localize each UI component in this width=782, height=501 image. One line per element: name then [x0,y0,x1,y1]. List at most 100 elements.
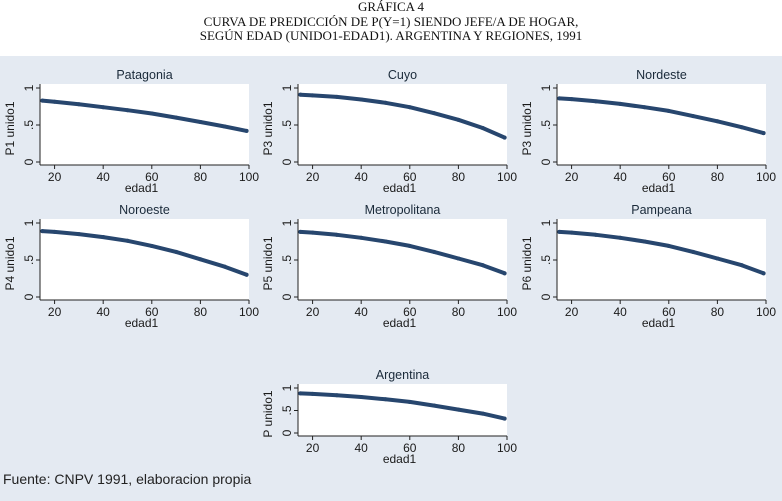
data-point [715,119,720,124]
chart-panel: Pampeana 0 .5 1 20 40 60 80 100 edad1 P6 unido1 [520,203,776,330]
data-point [407,243,412,248]
x-tick-label: 100 [497,170,517,184]
data-point [642,239,647,244]
data-point [310,391,315,396]
data-point [502,135,507,140]
data-point [359,235,364,240]
figure-title-line-1: CURVA DE PREDICCIÓN DE P(Y=1) SIENDO JEF… [203,13,579,29]
data-point [359,395,364,399]
data-point [593,99,598,104]
x-tick-label: 100 [239,170,259,184]
x-tick-label: 80 [194,170,208,184]
data-point [149,243,154,248]
data-point [502,271,507,276]
x-tick-label: 40 [355,441,369,455]
data-point [691,249,696,254]
source-note: Fuente: CNPV 1991, elaboracion propia [3,471,252,487]
data-point [761,271,766,276]
x-tick-label: 40 [614,305,628,319]
x-tick-label: 80 [452,441,466,455]
panel-background [40,219,249,300]
figure-number: GRÁFICA 4 [357,0,425,14]
data-point [432,249,437,254]
x-axis-label: edad1 [642,181,676,195]
x-axis-label: edad1 [642,316,676,330]
y-tick-label: 0 [539,158,553,165]
y-tick-label: 1 [539,219,553,226]
panel-title: Patagonia [116,68,172,82]
data-point [557,96,562,101]
x-tick-label: 60 [145,305,159,319]
data-point [334,232,339,237]
x-tick-label: 20 [565,305,579,319]
x-tick-label: 40 [355,170,369,184]
data-point [618,101,623,106]
y-tick-label: .5 [280,255,294,265]
data-point [298,92,303,97]
series-line [557,229,766,276]
x-tick-label: 80 [194,305,208,319]
data-point [715,256,720,261]
data-point [666,243,671,248]
data-point [334,393,339,398]
x-tick-label: 60 [403,170,417,184]
x-tick-label: 20 [306,170,320,184]
data-point [310,93,315,98]
x-tick-label: 20 [48,170,62,184]
figure-header: GRÁFICA 4 CURVA DE PREDICCIÓN DE P(Y=1) … [0,0,782,56]
data-point [76,102,81,107]
y-axis-label: P3 unido1 [261,101,275,155]
x-tick-label: 40 [355,305,369,319]
data-point [618,235,623,240]
x-tick-label: 100 [497,441,517,455]
data-point [432,403,437,408]
y-tick-label: .5 [539,120,553,130]
x-tick-label: 40 [97,305,111,319]
data-point [739,125,744,130]
y-tick-label: .5 [280,120,294,130]
data-point [359,97,364,102]
series-line [298,391,507,421]
chart-panel: Cuyo 0 .5 1 20 40 60 80 100 edad1 P3 unido1 [261,68,517,195]
x-tick-label: 40 [97,170,111,184]
x-tick-label: 80 [452,170,466,184]
x-tick-label: 80 [711,170,725,184]
y-axis-label: P5 unido1 [261,236,275,290]
y-tick-label: 1 [539,84,553,91]
x-tick-label: 100 [497,305,517,319]
data-point [149,111,154,116]
data-point [761,131,766,136]
y-tick-label: 0 [539,293,553,300]
series-line [557,96,766,136]
y-axis-label: P unido1 [261,390,275,437]
chart-panel: Patagonia 0 .5 1 20 40 60 80 100 edad1 P1 unido1 [3,68,259,195]
x-tick-label: 40 [614,170,628,184]
data-point [40,98,45,103]
data-point [40,229,45,234]
x-axis-label: edad1 [125,316,159,330]
chart-panel: Nordeste 0 .5 1 20 40 60 80 100 edad1 P3 unido1 [520,68,776,195]
x-tick-label: 60 [145,170,159,184]
data-point [222,124,227,129]
data-point [456,407,461,412]
x-tick-label: 60 [403,441,417,455]
data-point [432,111,437,116]
data-point [310,230,315,235]
data-point [298,229,303,234]
y-tick-label: 1 [22,219,36,226]
panel-title: Metropolitana [365,203,441,217]
data-point [198,120,203,125]
series-line [40,98,249,133]
data-point [222,264,227,269]
data-point [569,97,574,102]
x-tick-label: 60 [662,305,676,319]
data-point [569,230,574,235]
chart-panel: Metropolitana 0 .5 1 20 40 60 80 100 edad1 P5 unid… [261,203,517,330]
data-point [480,411,485,416]
data-point [298,391,303,396]
y-axis-label: P4 unido1 [3,236,17,290]
series-line [40,229,249,277]
data-point [739,263,744,268]
data-point [383,397,388,402]
